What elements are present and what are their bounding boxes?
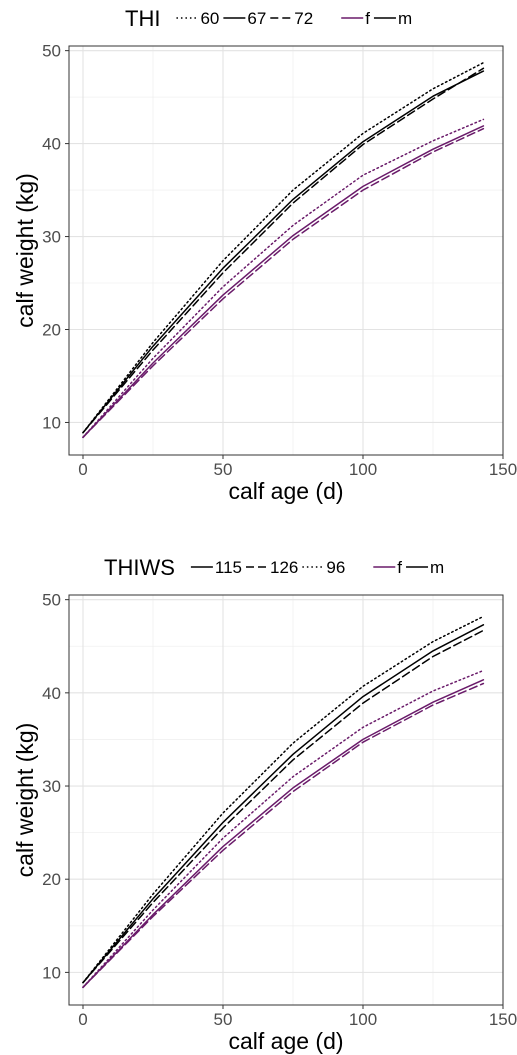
x-tick-label: 50: [214, 460, 233, 479]
plot-background: [69, 46, 503, 455]
y-tick-label: 30: [42, 228, 61, 247]
legend-title: THIWS: [104, 555, 175, 580]
plot-background: [69, 595, 503, 1005]
y-tick-label: 10: [42, 963, 61, 982]
y-tick-label: 20: [42, 870, 61, 889]
series-line-f-115: [82, 679, 485, 989]
plot-border: [68, 594, 504, 1006]
x-axis-title: calf age (d): [228, 478, 343, 504]
legend-label-96: 96: [326, 558, 345, 577]
x-tick-label: 50: [214, 1010, 233, 1029]
legend-label-115: 115: [215, 558, 242, 577]
y-axis-title: calf weight (kg): [12, 723, 38, 878]
series-line-f-72: [82, 127, 485, 439]
x-tick-label: 100: [349, 460, 377, 479]
y-tick-label: 20: [42, 321, 61, 340]
legend-label-f: f: [397, 558, 402, 577]
series-line-f-60: [82, 118, 485, 439]
x-tick-label: 150: [489, 460, 517, 479]
legend-label-f: f: [365, 9, 370, 28]
x-tick-label: 100: [349, 1010, 377, 1029]
y-tick-label: 10: [42, 413, 61, 432]
y-axis-title: calf weight (kg): [12, 173, 38, 328]
legend-label-67: 67: [247, 9, 266, 28]
legend-label-60: 60: [200, 9, 219, 28]
series-line-m-96: [82, 615, 485, 984]
legend-label-m: m: [430, 558, 444, 577]
series-line-m-115: [82, 624, 485, 984]
y-tick-label: 50: [42, 42, 61, 61]
x-tick-label: 0: [78, 460, 87, 479]
x-tick-label: 0: [78, 1010, 87, 1029]
y-tick-label: 40: [42, 135, 61, 154]
series-line-f-96: [82, 669, 485, 989]
legend-label-m: m: [398, 9, 412, 28]
y-tick-label: 40: [42, 684, 61, 703]
legend-label-72: 72: [294, 9, 313, 28]
series-line-m-67: [82, 70, 485, 434]
legend-label-126: 126: [270, 558, 298, 577]
series-line-m-126: [82, 629, 485, 984]
y-tick-label: 50: [42, 591, 61, 610]
legend-title: THI: [125, 6, 160, 31]
plot-border: [68, 45, 504, 456]
series-line-f-126: [82, 682, 485, 989]
series-line-m-72: [82, 67, 485, 434]
series-line-f-67: [82, 125, 485, 439]
x-axis-title: calf age (d): [228, 1028, 343, 1054]
y-tick-label: 30: [42, 777, 61, 796]
series-line-m-60: [82, 61, 485, 434]
x-tick-label: 150: [489, 1010, 517, 1029]
